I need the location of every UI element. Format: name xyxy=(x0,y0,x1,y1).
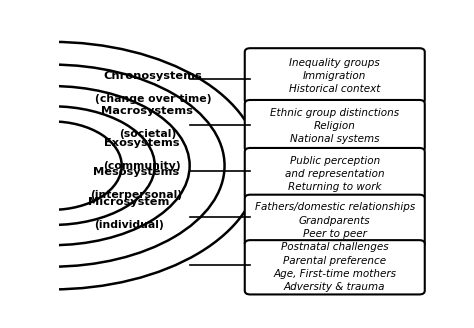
Text: Mesosystems: Mesosystems xyxy=(93,167,180,177)
Text: Macrosystems: Macrosystems xyxy=(101,106,193,116)
Text: Fathers/domestic relationships
Grandparents
Peer to peer: Fathers/domestic relationships Grandpare… xyxy=(255,202,415,239)
Text: (individual): (individual) xyxy=(94,220,164,230)
FancyBboxPatch shape xyxy=(245,240,425,295)
Text: Public perception
and representation
Returning to work: Public perception and representation Ret… xyxy=(285,156,384,192)
Text: (interpersonal): (interpersonal) xyxy=(91,190,182,200)
FancyBboxPatch shape xyxy=(245,100,425,152)
Text: (change over time): (change over time) xyxy=(95,94,211,104)
Text: Ethnic group distinctions
Religion
National systems: Ethnic group distinctions Religion Natio… xyxy=(270,108,399,144)
Text: (community): (community) xyxy=(103,161,181,171)
FancyBboxPatch shape xyxy=(245,195,425,246)
Text: Exosystems: Exosystems xyxy=(104,138,180,148)
FancyBboxPatch shape xyxy=(245,148,425,200)
Text: (societal): (societal) xyxy=(119,129,176,139)
Text: Postnatal challenges
Parental preference
Age, First-time mothers
Adversity & tra: Postnatal challenges Parental preference… xyxy=(273,242,396,292)
Text: Inequality groups
Immigration
Historical context: Inequality groups Immigration Historical… xyxy=(289,58,381,94)
FancyBboxPatch shape xyxy=(245,48,425,104)
Text: Microsystem: Microsystem xyxy=(88,197,170,207)
Text: Chronosystems: Chronosystems xyxy=(103,71,202,81)
